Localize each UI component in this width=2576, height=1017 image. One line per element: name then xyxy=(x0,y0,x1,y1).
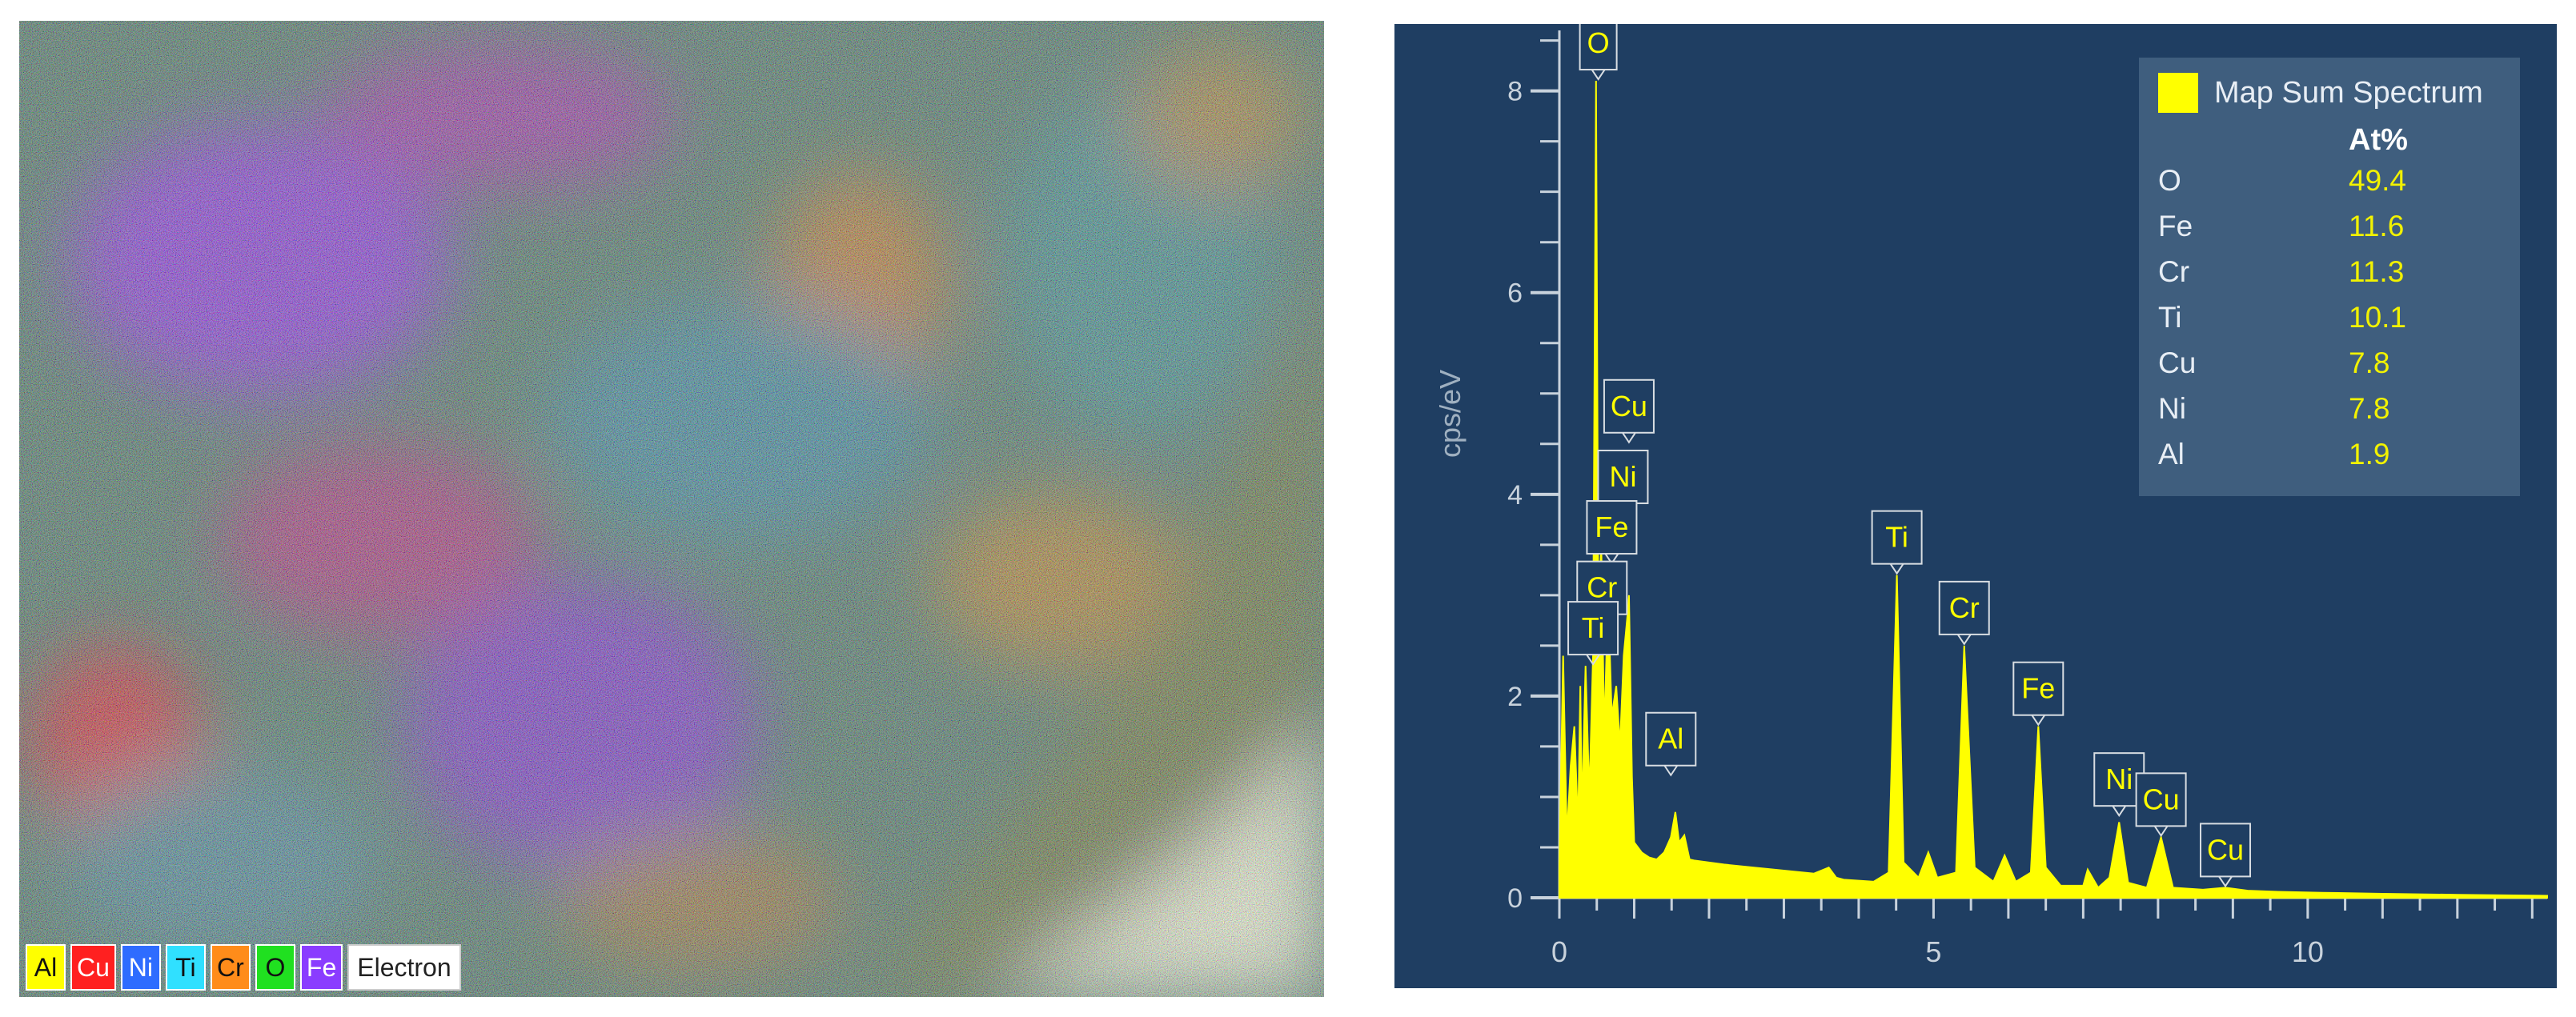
peak-label-box xyxy=(1579,24,1618,71)
peak-label-box xyxy=(1603,378,1655,434)
quant-row-cu: Cu 7.8 xyxy=(2158,340,2501,386)
peak-label-box xyxy=(1938,580,1990,635)
peak-label-pointer xyxy=(2031,715,2046,727)
legend-chip-ni[interactable]: Ni xyxy=(120,944,161,991)
quant-value: 11.3 xyxy=(2349,254,2405,288)
quant-value: 1.9 xyxy=(2349,437,2390,470)
pixel-noise-texture xyxy=(19,21,1324,997)
peak-label: Cr xyxy=(1587,571,1617,604)
eds-spectrum-panel: 0 2 4 6 8 0 5 10 cps/eV O Cu Ni Fe Cr Ti Al Ti Cr Fe Ni Cu Cu… xyxy=(1394,24,2557,988)
quant-value: 11.6 xyxy=(2349,209,2405,242)
x-tick-label: 10 xyxy=(2292,935,2324,968)
peak-label: Ni xyxy=(1609,460,1636,493)
quant-value: 49.4 xyxy=(2349,163,2407,197)
legend-chip-o[interactable]: O xyxy=(255,944,295,991)
peak-label: Al xyxy=(1658,723,1683,755)
peak-label: Cu xyxy=(1611,390,1647,422)
quant-element: Cu xyxy=(2158,346,2197,379)
peak-label-box xyxy=(2012,661,2064,716)
quant-table: O 49.4 Fe 11.6 Cr 11.3 Ti 10.1 Cu 7.8 Ni 7.8 Al 1.9 xyxy=(2158,158,2501,477)
y-tick-label: 0 xyxy=(1507,883,1523,914)
quant-row-ni: Ni 7.8 xyxy=(2158,386,2501,431)
peak-label-box xyxy=(1586,500,1638,555)
quant-row-fe: Fe 11.6 xyxy=(2158,203,2501,249)
peak-label-pointer xyxy=(1591,69,1606,81)
quant-element: Fe xyxy=(2158,209,2193,242)
peak-label: Cr xyxy=(1949,591,1980,624)
peak-label-box xyxy=(2135,772,2187,827)
quant-element: Ni xyxy=(2158,391,2186,425)
peak-label-pointer xyxy=(1956,634,1972,646)
quant-element: O xyxy=(2158,163,2181,197)
peak-label-box xyxy=(1871,510,1923,565)
legend-swatch xyxy=(2158,73,2198,113)
legend-chip-al[interactable]: Al xyxy=(26,944,66,991)
peak-label-pointer xyxy=(2218,875,2233,888)
peak-label-pointer xyxy=(1663,765,1679,777)
y-tick-label: 4 xyxy=(1507,480,1523,511)
peak-label: Cu xyxy=(2207,833,2244,866)
peak-label-pointer xyxy=(1586,654,1600,666)
peak-label-pointer xyxy=(2153,825,2169,838)
quant-value: 7.8 xyxy=(2349,346,2390,379)
quant-element: Al xyxy=(2158,437,2185,470)
quant-row-o: O 49.4 xyxy=(2158,158,2501,203)
quant-row-cr: Cr 11.3 xyxy=(2158,249,2501,294)
quant-row-ti: Ti 10.1 xyxy=(2158,294,2501,340)
quant-value: 10.1 xyxy=(2349,300,2407,334)
legend-chip-cu[interactable]: Cu xyxy=(70,944,116,991)
y-tick-label: 8 xyxy=(1507,77,1523,107)
legend-chip-electron[interactable]: Electron xyxy=(347,944,461,991)
eds-element-map: Al Cu Ni Ti Cr O Fe Electron xyxy=(19,21,1324,997)
legend-chip-ti[interactable]: Ti xyxy=(165,944,206,991)
spectrum-legend: Map Sum Spectrum xyxy=(2158,69,2501,117)
legend-chip-cr[interactable]: Cr xyxy=(210,944,251,991)
y-tick-label: 2 xyxy=(1507,682,1523,712)
spectrum-chart: 0 2 4 6 8 0 5 10 cps/eV O Cu Ni Fe Cr Ti Al Ti Cr Fe Ni Cu Cu xyxy=(1434,24,2548,968)
peak-label: Ti xyxy=(1885,521,1908,554)
peak-label: O xyxy=(1587,26,1610,59)
element-map-image xyxy=(19,21,1324,997)
y-tick-label: 6 xyxy=(1507,278,1523,309)
quantification-box: Map Sum Spectrum At% O 49.4 Fe 11.6 Cr 11.3 Ti… xyxy=(2139,58,2520,496)
y-axis-label: cps/eV xyxy=(1434,370,1467,458)
quant-value: 7.8 xyxy=(2349,391,2390,425)
peak-label-box xyxy=(1567,601,1619,656)
peak-label: Ti xyxy=(1582,611,1605,644)
peak-label: Ni xyxy=(2105,763,2133,795)
legend-chip-fe[interactable]: Fe xyxy=(299,944,343,991)
x-tick-label: 5 xyxy=(1925,935,1941,968)
legend-series-name: Map Sum Spectrum xyxy=(2214,75,2483,110)
peak-label: Fe xyxy=(1595,511,1628,543)
quant-row-al: Al 1.9 xyxy=(2158,431,2501,477)
x-tick-label: 0 xyxy=(1551,935,1567,968)
at-percent-header: At% xyxy=(2349,123,2408,157)
peak-label-pointer xyxy=(1622,432,1636,444)
peak-label: Fe xyxy=(2021,672,2055,705)
map-legend: Al Cu Ni Ti Cr O Fe Electron xyxy=(26,944,461,991)
peak-label-box xyxy=(2200,823,2252,878)
peak-label-pointer xyxy=(1889,563,1904,575)
peak-label-pointer xyxy=(2112,805,2127,817)
quant-element: Cr xyxy=(2158,254,2190,288)
quant-element: Ti xyxy=(2158,300,2182,334)
peak-label-box xyxy=(1645,711,1697,767)
peak-label: Cu xyxy=(2143,783,2180,815)
